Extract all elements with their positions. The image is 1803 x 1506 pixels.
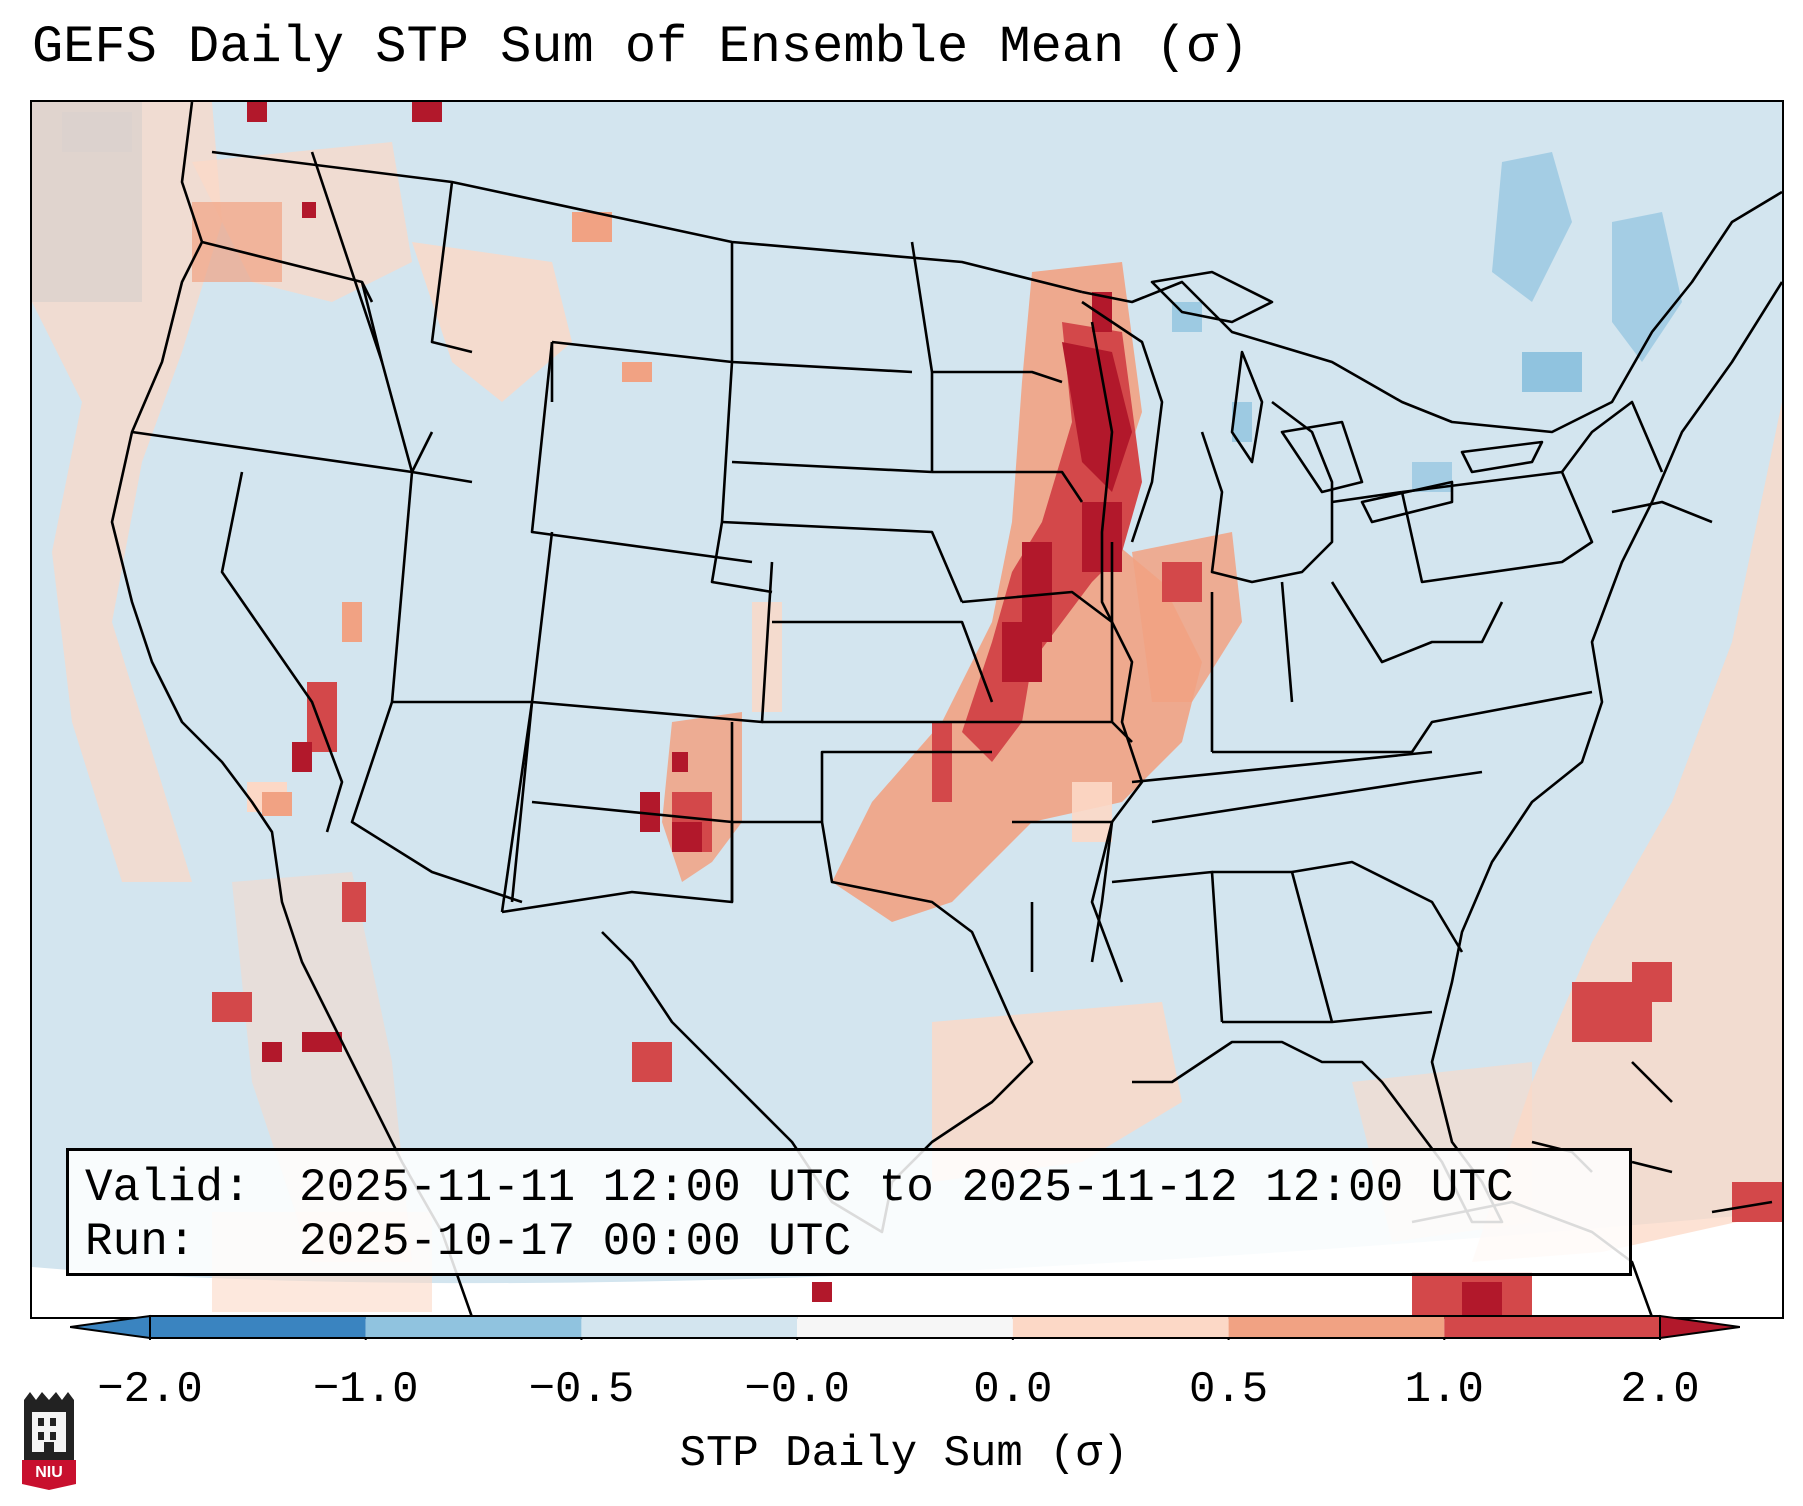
- colorbar-segment: [1444, 1316, 1660, 1338]
- colorbar-tick-label: −2.0: [97, 1365, 203, 1415]
- colorbar-extend-high: [1659, 1314, 1740, 1340]
- page-title: GEFS Daily STP Sum of Ensemble Mean (σ): [32, 18, 1249, 77]
- stp-map: [32, 102, 1782, 1317]
- colorbar-tick-label: 1.0: [1404, 1365, 1484, 1415]
- colorbar-segment: [581, 1316, 798, 1338]
- colorbar-segment: [797, 1316, 1013, 1338]
- colorbar-tick-label: 0.5: [1188, 1365, 1269, 1415]
- projection-edge: [32, 1212, 1782, 1317]
- colorbar-tick-label: −0.5: [528, 1365, 635, 1415]
- colorbar-segment: [150, 1316, 366, 1338]
- valid-label: Valid:: [85, 1162, 251, 1214]
- colorbar-segment: [1012, 1316, 1229, 1338]
- colorbar-tick-label: 0.0: [973, 1365, 1053, 1415]
- colorbar-tick-label: −0.0: [744, 1365, 850, 1415]
- colorbar-extend-low: [70, 1314, 151, 1340]
- run-value: 2025-10-17 00:00 UTC: [299, 1216, 852, 1268]
- colorbar-segment: [365, 1316, 582, 1338]
- validity-info-box: Valid: 2025-11-11 12:00 UTC to 2025-11-12…: [66, 1148, 1632, 1276]
- logo-text: NIU: [35, 1464, 63, 1481]
- map-panel: [30, 100, 1784, 1319]
- run-label: Run:: [85, 1216, 196, 1268]
- colorbar-tick-label: 2.0: [1620, 1365, 1700, 1415]
- niu-logo-icon: [22, 1392, 76, 1490]
- colorbar: [70, 1314, 1740, 1340]
- valid-time-line: Valid: 2025-11-11 12:00 UTC to 2025-11-12…: [85, 1165, 1514, 1211]
- valid-value: 2025-11-11 12:00 UTC to 2025-11-12 12:00…: [299, 1162, 1514, 1214]
- colorbar-frame: [149, 1315, 1661, 1339]
- colorbar-tick-label: −1.0: [312, 1365, 419, 1415]
- colorbar-label: STP Daily Sum (σ): [679, 1429, 1129, 1479]
- anomaly-patches: [32, 102, 1782, 1317]
- colorbar-segment: [1228, 1316, 1445, 1338]
- run-time-line: Run: 2025-10-17 00:00 UTC: [85, 1219, 851, 1265]
